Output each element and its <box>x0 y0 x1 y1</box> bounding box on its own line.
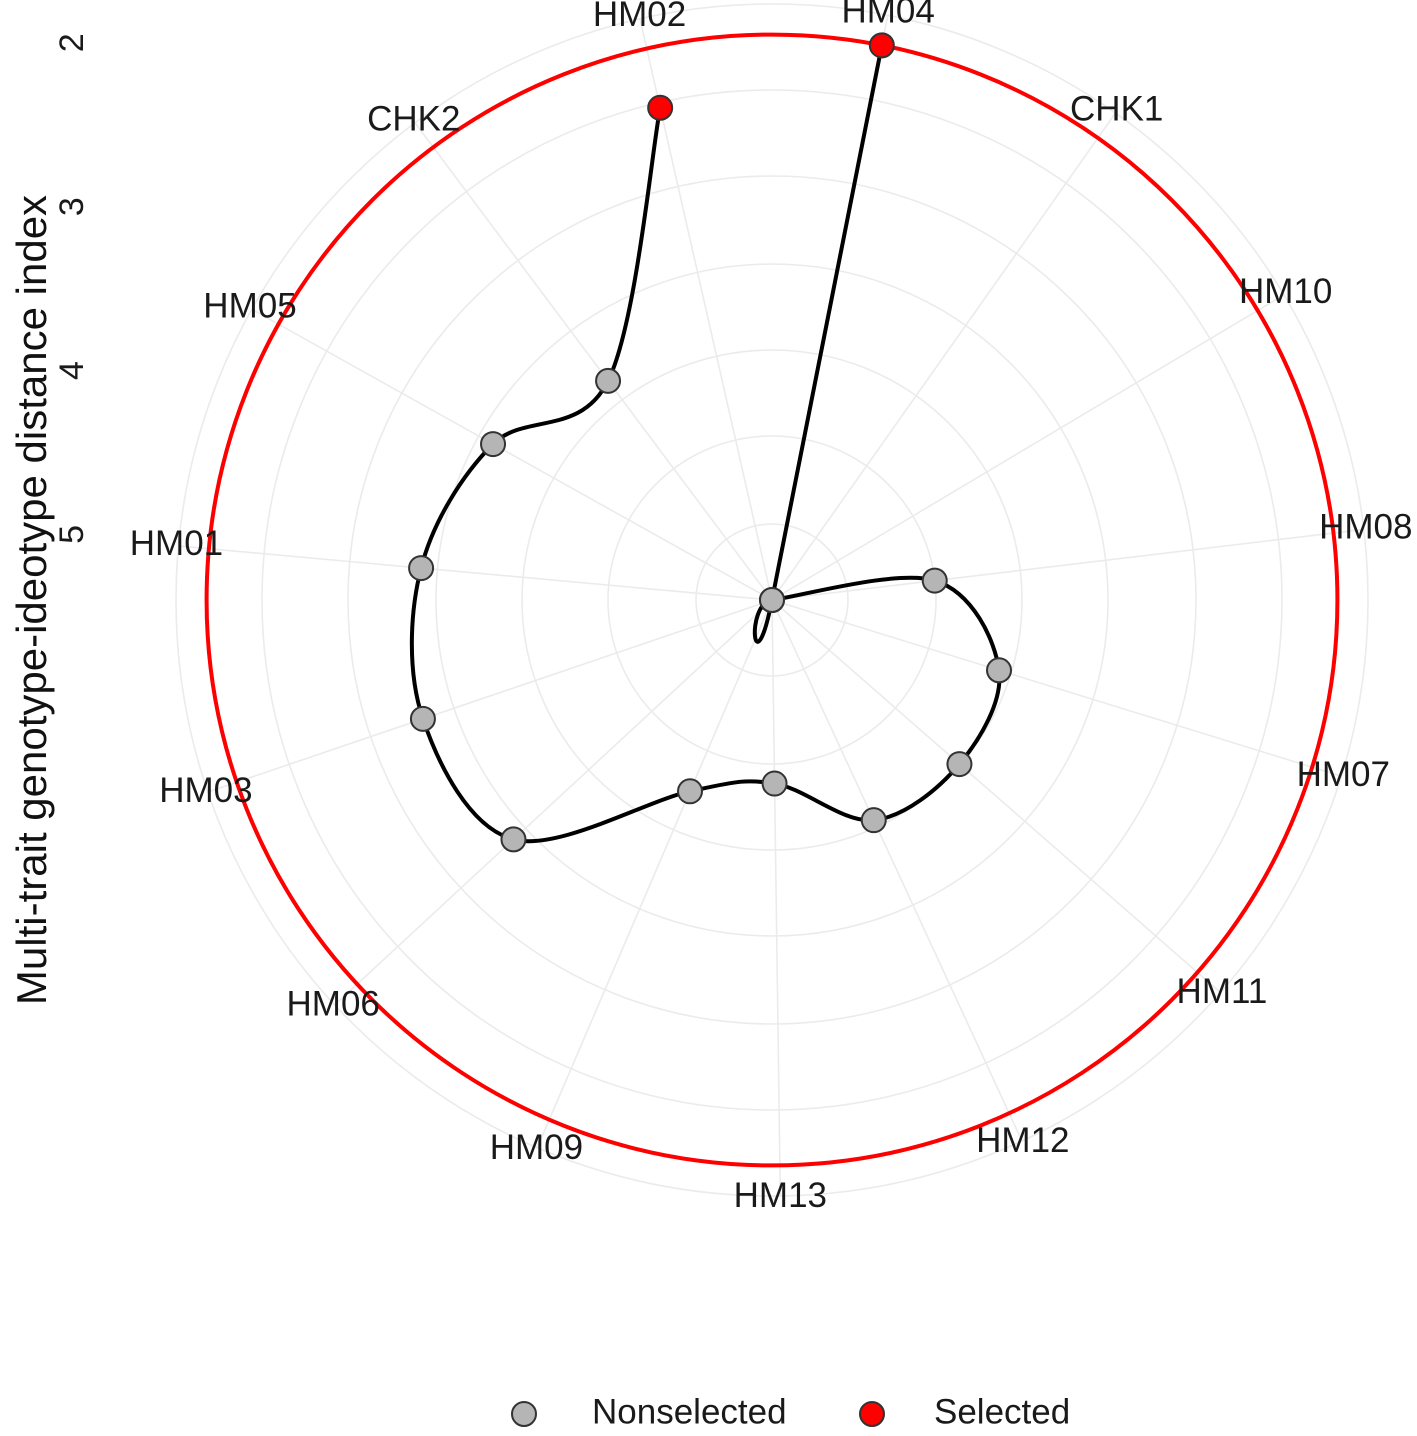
grid-spoke <box>536 599 773 1149</box>
tick-label-2: 2 <box>53 33 91 52</box>
grid-spoke <box>771 599 1221 994</box>
data-point-hm12 <box>860 807 887 834</box>
grid-spoke <box>414 122 773 601</box>
grid-ring <box>607 435 937 765</box>
data-point-hm01 <box>408 555 435 582</box>
data-point-hm07 <box>986 657 1013 684</box>
category-label-hm03: HM03 <box>159 771 252 810</box>
category-label-hm07: HM07 <box>1297 755 1390 794</box>
grid-spoke <box>771 599 1023 1142</box>
category-labels: HM04 CHK1 HM10 HM08 HM07 HM11 HM12 HM13 HM09 HM06… <box>130 0 1413 1215</box>
category-label-chk1: CHK1 <box>1070 90 1163 129</box>
category-label-hm06: HM06 <box>287 985 380 1024</box>
category-label-hm11: HM11 <box>1177 972 1268 1011</box>
data-point-hm06 <box>500 826 527 853</box>
data-point-hm02 <box>647 94 674 121</box>
category-label-hm09: HM09 <box>490 1128 583 1167</box>
radial-tick-labels: 2 3 4 5 <box>53 33 91 544</box>
tick-label-4: 4 <box>53 361 91 380</box>
legend-label-selected: Selected <box>934 1392 1070 1431</box>
data-point-hm09 <box>677 778 704 805</box>
cutoff-circle <box>204 32 1340 1168</box>
grid-spoke <box>207 599 773 793</box>
category-label-hm01: HM01 <box>130 524 223 563</box>
grid-ring <box>261 89 1283 1111</box>
data-point-hm10 <box>759 587 785 613</box>
grid-spoke <box>178 545 773 601</box>
category-label-hm02: HM02 <box>593 0 686 34</box>
data-points <box>408 32 1013 853</box>
grid-spoke <box>771 599 782 1196</box>
category-label-hm13: HM13 <box>734 1176 827 1215</box>
data-point-hm11 <box>946 751 973 778</box>
data-point-hm13 <box>761 770 788 797</box>
grid-spoke <box>771 599 1342 778</box>
grid-spoke <box>771 528 1364 601</box>
category-label-hm12: HM12 <box>976 1121 1069 1160</box>
selection-cutoff-circle <box>204 32 1340 1168</box>
grid-ring <box>521 349 1023 851</box>
data-point-hm03 <box>409 705 436 732</box>
data-point-hm05 <box>480 431 507 458</box>
category-label-hm04: HM04 <box>841 0 934 31</box>
grid-spoke <box>771 112 1117 601</box>
legend-marker-nonselected <box>511 1401 537 1427</box>
tick-label-3: 3 <box>53 197 91 216</box>
grid-ring <box>435 263 1109 937</box>
legend: Nonselected Selected <box>511 1392 1070 1431</box>
legend-label-nonselected: Nonselected <box>592 1392 787 1431</box>
data-point-hm04 <box>868 32 895 59</box>
data-point-hm08 <box>921 567 948 594</box>
category-label-hm05: HM05 <box>203 287 296 326</box>
grid-ring <box>695 523 849 677</box>
grid-ring <box>347 175 1197 1025</box>
data-point-chk2 <box>595 367 622 394</box>
grid-spoke <box>771 294 1285 601</box>
category-label-hm10: HM10 <box>1239 272 1332 311</box>
y-axis-title: Multi-trait genotype-ideotype distance i… <box>8 195 55 1005</box>
tick-label-5: 5 <box>53 525 91 544</box>
grid-ring <box>175 3 1369 1197</box>
grid-rings <box>175 3 1369 1197</box>
grid-spoke <box>334 599 773 1006</box>
grid-spoke <box>251 308 773 601</box>
legend-marker-selected <box>859 1401 885 1427</box>
category-label-hm08: HM08 <box>1319 507 1412 546</box>
category-label-chk2: CHK2 <box>367 99 460 138</box>
